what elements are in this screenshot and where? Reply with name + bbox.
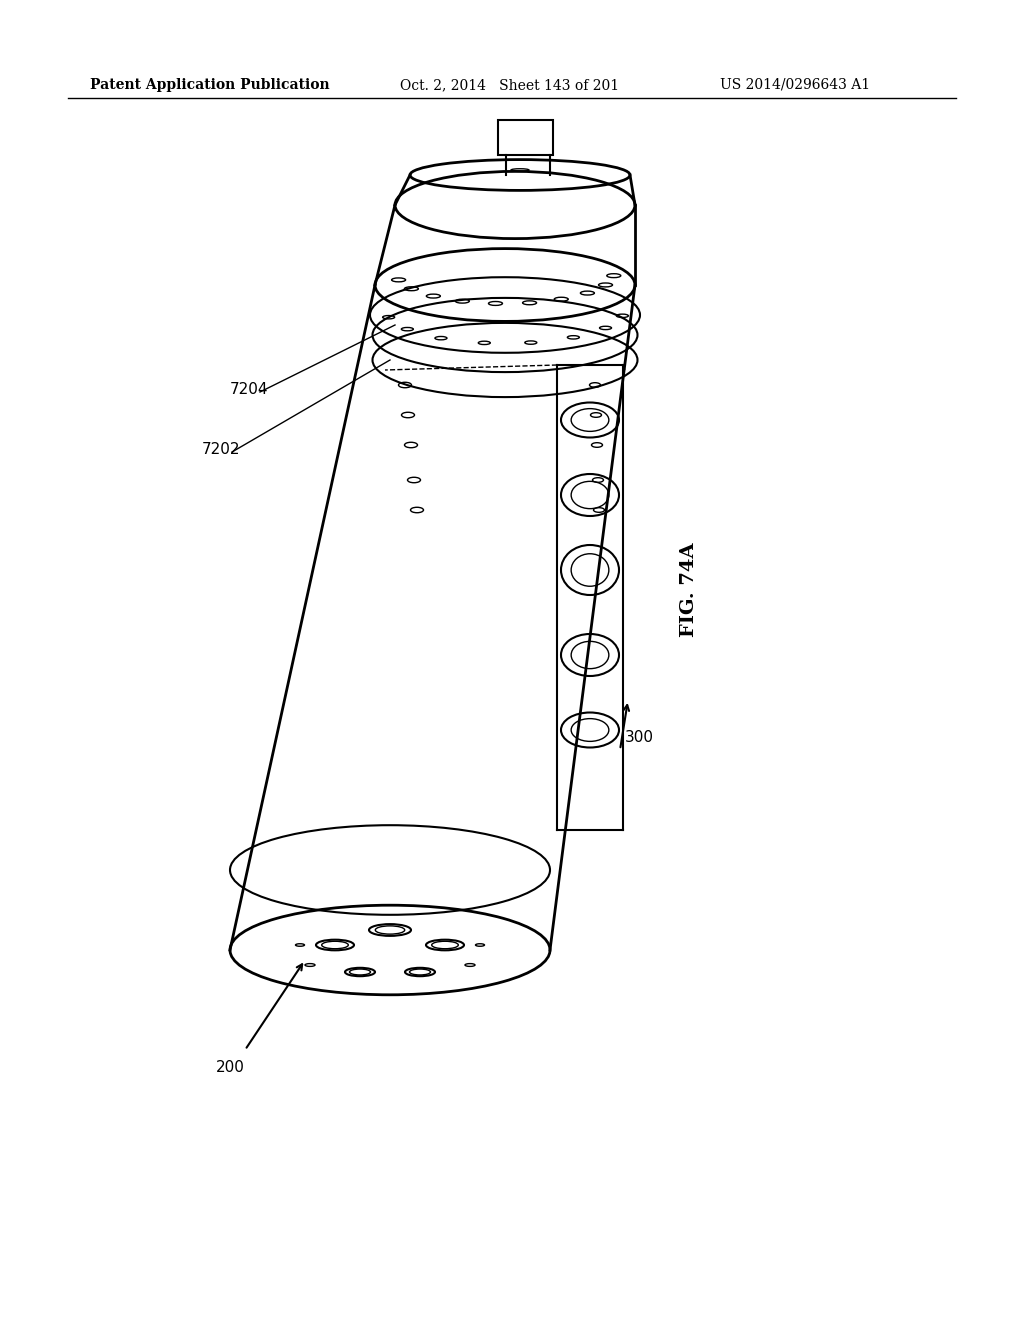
Text: 200: 200	[216, 1060, 245, 1074]
Text: 7202: 7202	[202, 442, 241, 458]
Text: Patent Application Publication: Patent Application Publication	[90, 78, 330, 92]
Text: 7204: 7204	[230, 383, 268, 397]
Text: US 2014/0296643 A1: US 2014/0296643 A1	[720, 78, 870, 92]
Bar	[498, 120, 553, 154]
Text: FIG. 74A: FIG. 74A	[680, 543, 698, 638]
Text: 300: 300	[625, 730, 654, 744]
Text: Oct. 2, 2014   Sheet 143 of 201: Oct. 2, 2014 Sheet 143 of 201	[400, 78, 620, 92]
